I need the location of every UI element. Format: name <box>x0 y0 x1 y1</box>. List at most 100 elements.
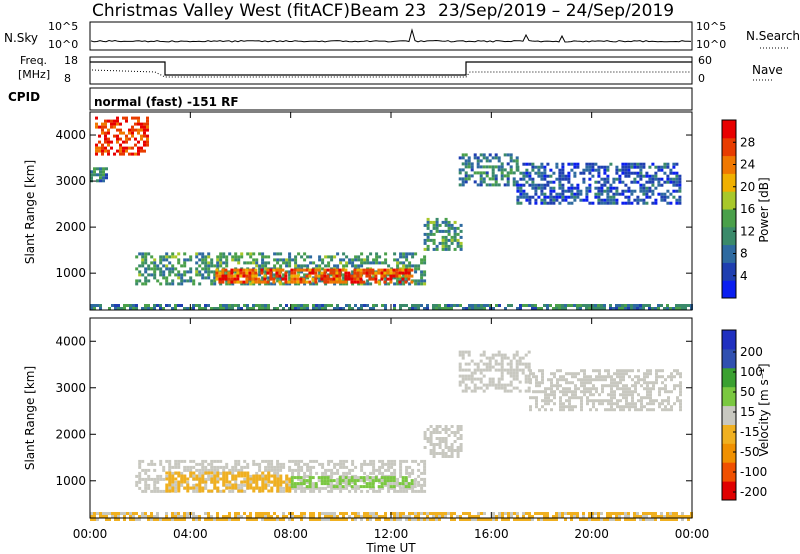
heatmap-cell <box>171 267 175 271</box>
heatmap-cell <box>204 468 208 472</box>
heatmap-cell <box>479 153 483 157</box>
heatmap-cell <box>407 277 411 281</box>
heatmap-cell <box>438 307 441 310</box>
heatmap-cell <box>524 353 528 357</box>
heatmap-cell <box>350 277 354 281</box>
heatmap-cell <box>338 485 342 489</box>
heatmap-cell <box>676 384 679 388</box>
heatmap-cell <box>658 405 661 409</box>
heatmap-cell <box>363 471 367 475</box>
heatmap-cell <box>609 515 612 518</box>
heatmap-cell <box>663 515 666 518</box>
heatmap-cell <box>561 198 565 202</box>
heatmap-cell <box>537 171 541 175</box>
heatmap-cell <box>378 480 382 484</box>
heatmap-cell <box>618 512 621 515</box>
heatmap-cell <box>258 489 262 493</box>
heatmap-cell <box>344 482 348 486</box>
heatmap-cell <box>543 165 547 169</box>
heatmap-cell <box>147 468 151 472</box>
heatmap-cell <box>525 168 529 172</box>
heatmap-cell <box>240 252 244 256</box>
heatmap-cell <box>378 489 382 493</box>
heatmap-cell <box>432 431 436 434</box>
heatmap-cell <box>288 255 292 259</box>
heatmap-cell <box>264 255 268 259</box>
heatmap-cell <box>252 307 255 310</box>
heatmap-cell <box>592 405 595 409</box>
heatmap-cell <box>571 405 574 409</box>
heatmap-cell <box>661 408 664 412</box>
heatmap-cell <box>231 486 235 490</box>
heatmap-cell <box>441 244 445 248</box>
heatmap-cell <box>579 192 583 196</box>
heatmap-cell <box>153 261 157 265</box>
heatmap-cell <box>195 477 199 481</box>
heatmap-cell <box>192 459 196 463</box>
heatmap-cell <box>393 459 397 463</box>
heatmap-cell <box>420 276 424 280</box>
heatmap-cell <box>279 252 283 256</box>
heatmap-cell <box>252 486 256 490</box>
heatmap-cell <box>597 198 601 202</box>
heatmap-cell <box>330 471 334 475</box>
heatmap-cell <box>423 431 427 434</box>
heatmap-cell <box>679 390 682 394</box>
heatmap-cell <box>491 183 495 187</box>
heatmap-cell <box>357 255 361 259</box>
colorbar-tick-label: 15 <box>740 405 755 419</box>
heatmap-cell <box>485 171 489 175</box>
heatmap-cell <box>585 168 589 172</box>
heatmap-cell <box>219 518 222 521</box>
heatmap-cell <box>335 485 339 489</box>
heatmap-cell <box>144 267 148 271</box>
heatmap-cell <box>426 217 430 221</box>
heatmap-cell <box>672 515 675 518</box>
heatmap-cell <box>258 307 261 310</box>
heatmap-cell <box>464 368 468 372</box>
heatmap-cell <box>348 515 351 518</box>
heatmap-cell <box>447 223 451 227</box>
heatmap-cell <box>642 515 645 518</box>
heatmap-cell <box>488 153 492 157</box>
heatmap-cell <box>513 518 516 521</box>
heatmap-cell <box>628 405 631 409</box>
heatmap-cell <box>174 477 178 481</box>
heatmap-cell <box>534 198 538 202</box>
heatmap-cell <box>282 512 285 515</box>
heatmap-cell <box>168 486 172 490</box>
heatmap-cell <box>351 307 354 310</box>
heatmap-cell <box>138 264 142 268</box>
heatmap-cell <box>321 518 324 521</box>
heatmap-cell <box>282 282 286 286</box>
heatmap-cell <box>678 180 682 184</box>
heatmap-cell <box>435 307 438 310</box>
heatmap-cell <box>93 173 96 177</box>
heatmap-cell <box>423 468 427 472</box>
heatmap-cell <box>567 171 571 175</box>
heatmap-cell <box>90 170 93 174</box>
heatmap-cell <box>237 471 241 475</box>
heatmap-cell <box>135 267 139 271</box>
heatmap-cell <box>387 518 390 521</box>
heatmap-cell <box>317 476 321 480</box>
heatmap-cell <box>456 515 459 518</box>
heatmap-cell <box>279 480 283 484</box>
heatmap-cell <box>116 128 119 132</box>
heatmap-cell <box>459 223 463 227</box>
heatmap-cell <box>189 474 193 478</box>
heatmap-cell <box>441 247 445 251</box>
heatmap-cell <box>568 402 571 406</box>
heatmap-cell <box>573 195 577 199</box>
heatmap-cell <box>640 378 643 382</box>
heatmap-cell <box>507 512 510 515</box>
heatmap-cell <box>405 468 409 472</box>
heatmap-cell <box>622 408 625 412</box>
heatmap-cell <box>500 371 504 375</box>
heatmap-cell <box>444 428 448 431</box>
heatmap-cell <box>386 268 390 272</box>
heatmap-cell <box>661 387 664 391</box>
heatmap-cell <box>621 304 624 307</box>
heatmap-cell <box>556 381 559 385</box>
heatmap-cell <box>679 384 682 388</box>
